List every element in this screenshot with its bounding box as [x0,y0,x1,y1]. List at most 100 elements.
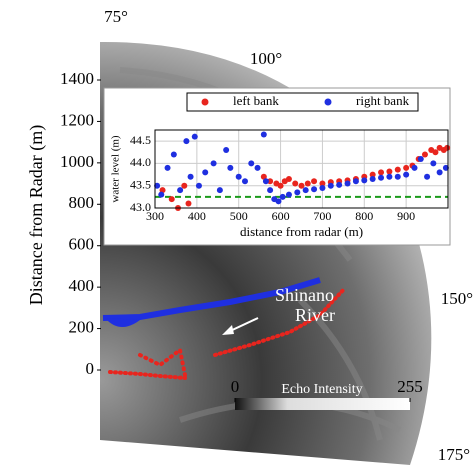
y-tick-label: 400 [69,276,95,295]
x-tick-label: 800 [355,209,373,223]
data-point [361,177,368,184]
data-point [336,181,343,188]
data-point [187,173,194,180]
data-point [154,182,161,189]
data-point [181,182,188,189]
data-point [394,173,401,180]
data-point [378,169,385,176]
data-point [319,180,326,187]
x-tick-label: 900 [397,209,415,223]
river-label: Shinano [275,285,334,305]
data-point [248,160,255,167]
data-point [432,149,439,156]
y-tick-label: 44.5 [130,133,151,147]
colorbar [235,398,410,410]
data-point [183,138,190,145]
data-point [369,171,376,178]
y-tick-label: 1400 [60,69,94,88]
data-point [386,173,393,180]
data-point [417,155,424,162]
y-tick-label: 44.0 [130,155,151,169]
data-point [319,184,326,191]
y-axis-label: water level (m) [110,135,122,203]
data-point [275,198,282,205]
y-tick-label: 600 [69,235,95,254]
data-point [421,151,428,158]
data-point [444,144,451,151]
right-bank-trace [102,277,321,321]
bearing-label: 75° [104,7,128,26]
data-point [168,196,175,203]
right-bank-blob [105,318,140,328]
data-point [177,187,184,194]
legend-box [186,92,419,112]
plot-frame [154,129,449,209]
data-point [216,187,223,194]
y-tick-label: 200 [69,317,95,336]
colorbar-label: Echo Intensity [281,382,362,397]
data-point [285,176,292,183]
data-point [436,169,443,176]
y-tick-label: 43.5 [130,177,151,191]
bearing-label: 100° [250,49,282,68]
x-tick-label: 600 [272,209,290,223]
y-axis-label: Distance from Radar (m) [26,125,47,305]
data-point [403,164,410,171]
data-point [424,173,431,180]
data-point [294,189,301,196]
data-point [170,151,177,158]
bearing-label: 150° [441,289,473,308]
data-point [394,166,401,173]
data-point [302,187,309,194]
x-tick-label: 700 [313,209,331,223]
data-point [311,178,318,185]
data-point [262,178,269,185]
data-point [202,169,209,176]
colorbar-tick-label: 255 [397,377,423,396]
data-point [260,131,267,138]
left-bank-trace [138,346,187,377]
data-point [267,187,274,194]
data-point [285,191,292,198]
flow-arrow-head [222,325,234,335]
data-point [260,173,267,180]
data-point [254,164,261,171]
colorbar-tick-label: 0 [231,377,240,396]
x-tick-label: 300 [146,209,164,223]
data-point [292,180,299,187]
y-tick-label: 1200 [60,110,94,129]
data-point [352,178,359,185]
legend-marker [201,98,209,106]
bearing-label: 175° [438,445,470,464]
data-point [304,180,311,187]
x-tick-label: 400 [188,209,206,223]
data-point [158,191,165,198]
data-point [195,182,202,189]
data-point [442,164,449,171]
left-bank-trace [108,370,187,380]
data-point [403,171,410,178]
y-tick-label: 0 [86,359,95,378]
data-point [277,182,284,189]
data-point [227,164,234,171]
y-tick-label: 800 [69,193,95,212]
data-point [386,168,393,175]
data-point [279,193,286,200]
data-point [430,160,437,167]
data-point [344,180,351,187]
x-axis-label: distance from radar (m) [240,224,363,239]
data-point [378,174,385,181]
data-point [327,182,334,189]
y-tick-label: 43.0 [130,200,151,214]
data-point [311,186,318,193]
river-label: River [295,305,335,325]
legend-label: left bank [233,93,279,108]
data-point [185,200,192,207]
data-point [267,178,274,185]
x-tick-label: 500 [230,209,248,223]
legend-marker [324,98,332,106]
data-point [369,176,376,183]
data-point [411,164,418,171]
data-point [223,147,230,154]
